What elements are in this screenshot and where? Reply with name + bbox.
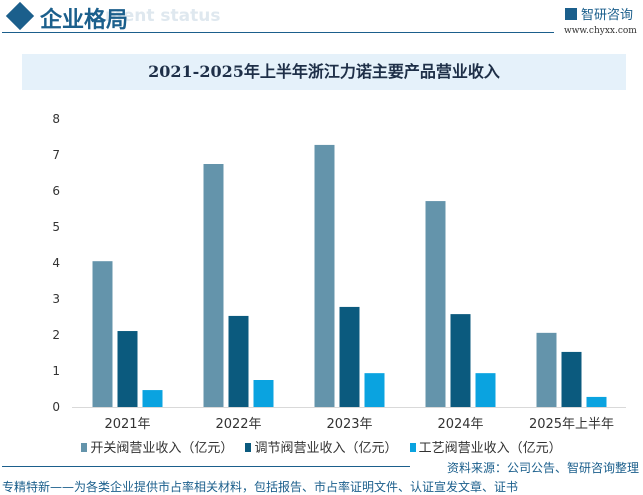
y-tick-label: 6 [52, 184, 60, 198]
x-tick-label: 2022年 [215, 417, 261, 432]
logo-text: 智研咨询 [581, 8, 634, 23]
logo: 智研咨询 [565, 4, 633, 23]
legend-swatch [245, 443, 252, 452]
legend-item: 开关阀营业收入（亿元） [81, 441, 233, 456]
legend-swatch [81, 443, 88, 452]
logo-url: www.chyxx.com [564, 26, 637, 36]
bar [117, 331, 138, 407]
x-tick-label: 2025年上半年 [529, 417, 614, 432]
logo-icon [565, 8, 577, 20]
bar [475, 373, 496, 407]
bar [364, 373, 385, 407]
legend-label: 工艺阀营业收入（亿元） [418, 441, 562, 456]
x-tick-label: 2023年 [326, 417, 372, 432]
bar [561, 351, 582, 407]
bar [339, 306, 360, 407]
x-tick-label: 2021年 [104, 417, 150, 432]
bar [586, 396, 607, 407]
source-note: 资料来源：公司公告、智研咨询整理 [446, 461, 639, 475]
legend-item: 调节阀营业收入（亿元） [245, 441, 398, 456]
header-title: 企业格局 [40, 7, 129, 33]
legend-label: 开关阀营业收入（亿元） [90, 441, 234, 456]
bar [253, 380, 274, 407]
bar [92, 261, 113, 407]
y-tick-label: 0 [52, 400, 60, 414]
legend-label: 调节阀营业收入（亿元） [254, 441, 398, 456]
bar [228, 315, 249, 407]
bar [450, 314, 471, 407]
legend-swatch [409, 443, 416, 452]
y-tick-label: 2 [52, 328, 60, 342]
legend: 开关阀营业收入（亿元） 调节阀营业收入（亿元） 工艺阀营业收入（亿元） [0, 437, 643, 456]
bar [536, 332, 557, 407]
bar [425, 201, 446, 407]
footer-divider [2, 466, 410, 467]
legend-item: 工艺阀营业收入（亿元） [409, 441, 562, 456]
y-tick-label: 5 [52, 220, 60, 234]
bar [142, 390, 163, 407]
bar [314, 144, 335, 408]
y-tick-label: 1 [52, 364, 60, 378]
y-tick-label: 7 [52, 148, 60, 162]
y-tick-label: 8 [52, 112, 60, 126]
x-tick-label: 2024年 [437, 417, 483, 432]
y-tick-label: 4 [52, 256, 60, 270]
bar [203, 164, 224, 407]
footer-tagline: 专精特新——为各类企业提供市占率相关材料，包括报告、市占率证明文件、认证宣发文章… [2, 480, 519, 494]
chart-title: 2021-2025年上半年浙江力诺主要产品营业收入 [22, 54, 626, 90]
y-tick-label: 3 [52, 292, 60, 306]
header-divider [2, 32, 554, 33]
